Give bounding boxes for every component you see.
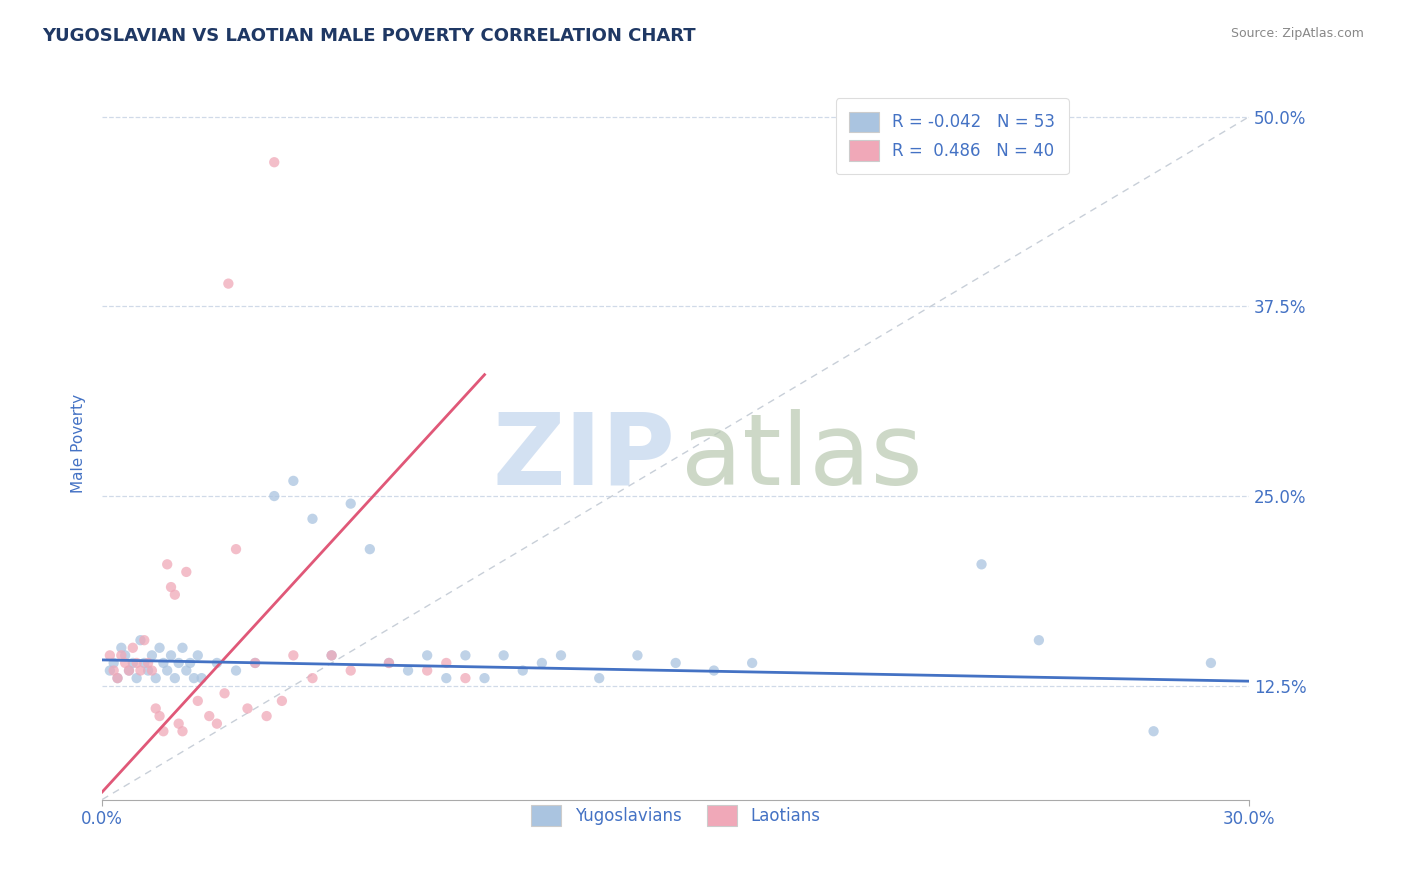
Point — [416, 664, 439, 678]
Point — [160, 648, 183, 663]
Point — [416, 648, 439, 663]
Point — [121, 640, 143, 655]
Point — [530, 656, 553, 670]
Point — [550, 648, 572, 663]
Text: ZIP: ZIP — [492, 409, 675, 506]
Point — [214, 686, 236, 700]
Point — [136, 656, 159, 670]
Point — [98, 648, 121, 663]
Point — [1199, 656, 1222, 670]
Point — [125, 656, 148, 670]
Point — [134, 656, 156, 670]
Point — [1028, 633, 1050, 648]
Point — [125, 671, 148, 685]
Point — [474, 671, 496, 685]
Point — [103, 656, 125, 670]
Point — [588, 671, 610, 685]
Point — [176, 565, 198, 579]
Point — [454, 671, 477, 685]
Point — [114, 656, 136, 670]
Point — [283, 474, 305, 488]
Point — [98, 664, 121, 678]
Point — [321, 648, 343, 663]
Point — [134, 633, 156, 648]
Point — [301, 671, 323, 685]
Point — [378, 656, 401, 670]
Point — [179, 656, 201, 670]
Point — [378, 656, 401, 670]
Point — [141, 664, 163, 678]
Point — [1142, 724, 1164, 739]
Point — [141, 648, 163, 663]
Point — [236, 701, 259, 715]
Point — [243, 656, 266, 670]
Text: YUGOSLAVIAN VS LAOTIAN MALE POVERTY CORRELATION CHART: YUGOSLAVIAN VS LAOTIAN MALE POVERTY CORR… — [42, 27, 696, 45]
Point — [741, 656, 763, 670]
Point — [152, 724, 174, 739]
Point — [156, 558, 179, 572]
Point — [148, 640, 170, 655]
Point — [626, 648, 648, 663]
Text: Source: ZipAtlas.com: Source: ZipAtlas.com — [1230, 27, 1364, 40]
Point — [172, 724, 194, 739]
Point — [454, 648, 477, 663]
Point — [145, 671, 167, 685]
Point — [225, 542, 247, 557]
Point — [187, 694, 209, 708]
Point — [118, 664, 141, 678]
Point — [167, 656, 190, 670]
Point — [321, 648, 343, 663]
Point — [163, 671, 186, 685]
Point — [183, 671, 205, 685]
Point — [263, 489, 285, 503]
Point — [434, 671, 457, 685]
Point — [167, 716, 190, 731]
Point — [172, 640, 194, 655]
Point — [301, 512, 323, 526]
Point — [225, 664, 247, 678]
Point — [107, 671, 129, 685]
Point — [217, 277, 239, 291]
Point — [103, 664, 125, 678]
Point — [396, 664, 419, 678]
Point — [129, 664, 152, 678]
Point — [176, 664, 198, 678]
Point — [270, 694, 292, 708]
Point — [121, 656, 143, 670]
Point — [148, 709, 170, 723]
Point — [512, 664, 534, 678]
Point — [129, 633, 152, 648]
Point — [703, 664, 725, 678]
Point — [107, 671, 129, 685]
Point — [163, 588, 186, 602]
Point — [152, 656, 174, 670]
Point — [190, 671, 212, 685]
Point — [434, 656, 457, 670]
Text: atlas: atlas — [681, 409, 922, 506]
Point — [339, 664, 361, 678]
Point — [145, 701, 167, 715]
Y-axis label: Male Poverty: Male Poverty — [72, 393, 86, 492]
Point — [359, 542, 381, 557]
Point — [198, 709, 221, 723]
Point — [136, 664, 159, 678]
Point — [205, 716, 228, 731]
Point — [283, 648, 305, 663]
Point — [156, 664, 179, 678]
Legend: Yugoslavians, Laotians: Yugoslavians, Laotians — [523, 797, 828, 834]
Point — [263, 155, 285, 169]
Point — [492, 648, 515, 663]
Point — [110, 640, 132, 655]
Point — [205, 656, 228, 670]
Point — [339, 497, 361, 511]
Point — [970, 558, 993, 572]
Point — [110, 648, 132, 663]
Point — [256, 709, 278, 723]
Point — [187, 648, 209, 663]
Point — [665, 656, 688, 670]
Point — [114, 648, 136, 663]
Point — [118, 664, 141, 678]
Point — [243, 656, 266, 670]
Point — [160, 580, 183, 594]
